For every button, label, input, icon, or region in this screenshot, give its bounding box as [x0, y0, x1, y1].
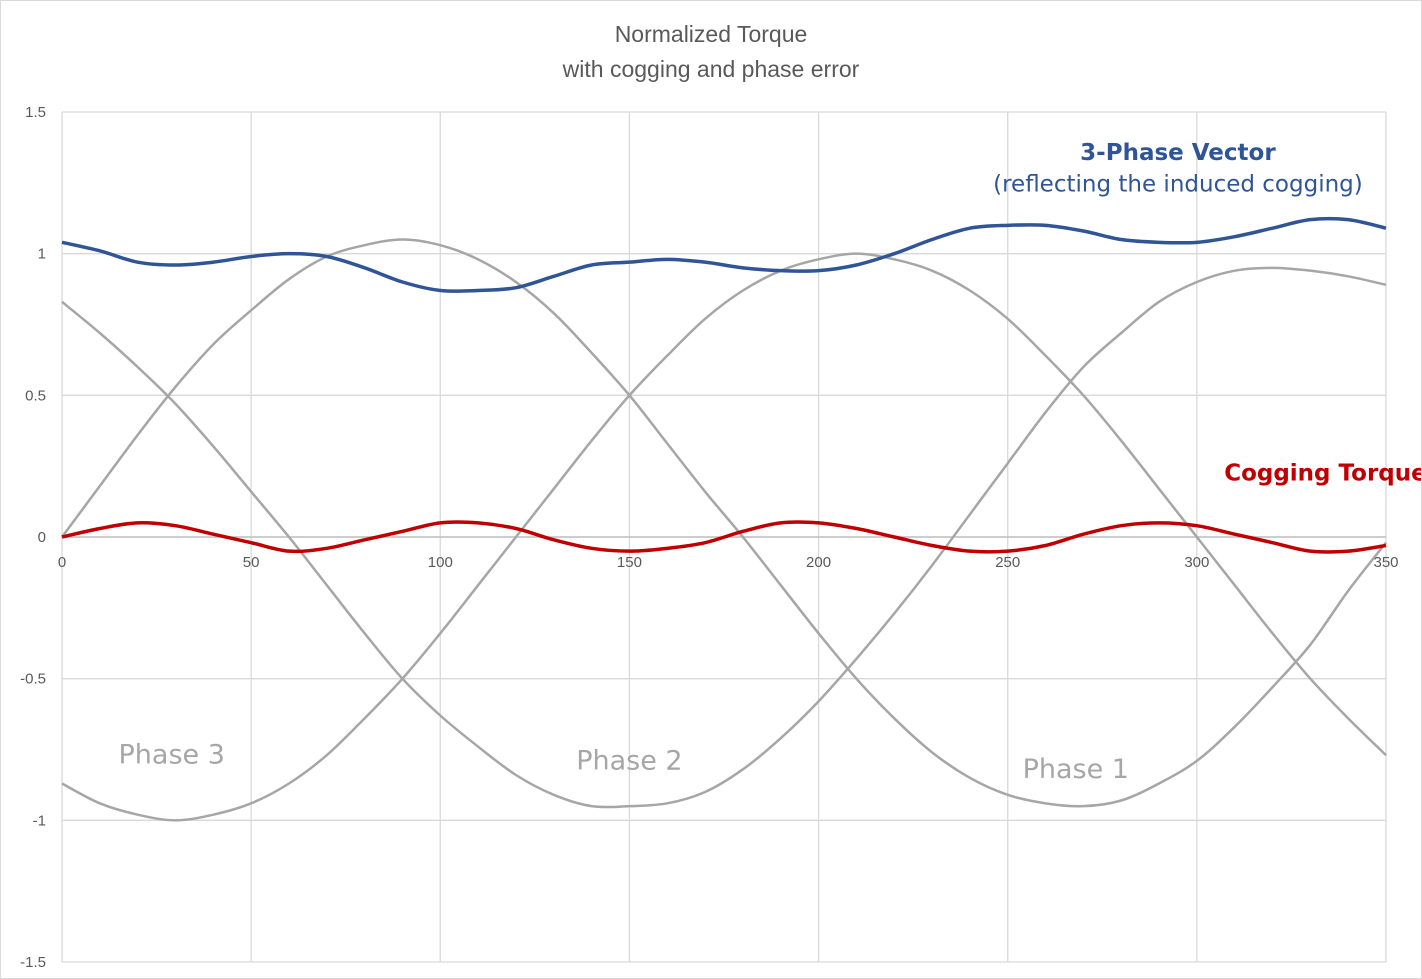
- y-tick-label: -0.5: [20, 671, 46, 688]
- axes: 0 50 100 150 200 250 300 350 1.5 1 0.5 0 -0.5 -1 -1.5: [20, 104, 1398, 971]
- annotation-label: Phase 2: [576, 745, 682, 776]
- y-tick-label: 1: [38, 246, 46, 263]
- y-tick-label: 0.5: [25, 387, 46, 404]
- y-tick-label: 1.5: [25, 104, 46, 121]
- y-tick-label: 0: [38, 529, 46, 546]
- chart-subtitle: with cogging and phase error: [562, 56, 860, 82]
- annotation-label: Phase 1: [1023, 754, 1129, 785]
- y-tick-label: -1: [33, 812, 46, 829]
- series-line-cogging-torque: [61, 520, 1387, 554]
- x-tick-label: 200: [806, 554, 831, 571]
- annotation-label: (reflecting the induced cogging): [993, 171, 1363, 197]
- x-tick-label: 150: [617, 554, 642, 571]
- series-line-3-phase-vector: [61, 216, 1387, 293]
- series-lines: [60, 216, 1387, 822]
- x-tick-label: 50: [243, 554, 260, 571]
- series-line-phase-3: [61, 266, 1387, 809]
- series-line-phase-1: [61, 252, 1387, 822]
- annotation-label: Cogging Torque: [1224, 460, 1421, 486]
- series-line-phase-2: [60, 238, 1387, 808]
- x-tick-label: 300: [1184, 554, 1209, 571]
- chart-title: Normalized Torque: [614, 21, 808, 47]
- x-tick-label: 350: [1373, 554, 1398, 571]
- annotation-label: 3-Phase Vector: [1080, 140, 1276, 166]
- annotations: 3-Phase Vector (reflecting the induced co…: [119, 140, 1421, 785]
- x-tick-label: 100: [428, 554, 453, 571]
- y-tick-label: -1.5: [20, 954, 46, 971]
- annotation-label: Phase 3: [119, 740, 225, 771]
- x-tick-label: 0: [58, 554, 66, 571]
- x-tick-label: 250: [995, 554, 1020, 571]
